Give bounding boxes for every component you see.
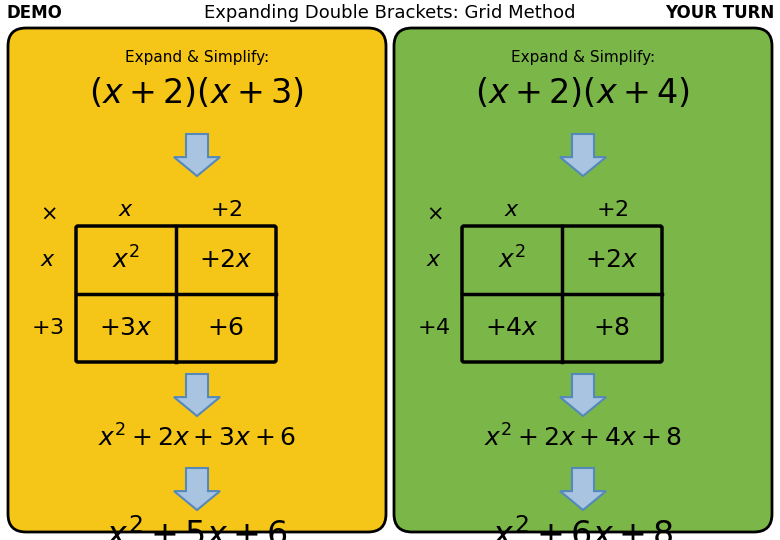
FancyBboxPatch shape [8,28,386,532]
Text: $+ 3x$: $+ 3x$ [99,316,153,340]
Text: $+ 2x$: $+ 2x$ [585,248,639,272]
Text: $x^2 + 6x + 8$: $x^2 + 6x + 8$ [492,518,674,540]
Text: $x$: $x$ [426,250,442,270]
Text: $(x + 2)(x + 3)$: $(x + 2)(x + 3)$ [90,76,304,110]
Text: $+ 2$: $+ 2$ [210,200,243,220]
Text: YOUR TURN: YOUR TURN [665,4,774,22]
Text: $x^2 + 5x + 6$: $x^2 + 5x + 6$ [106,518,288,540]
Text: $+ 4$: $+ 4$ [417,318,451,338]
Text: $+ 4x$: $+ 4x$ [485,316,539,340]
Text: Expand & Simplify:: Expand & Simplify: [125,50,269,65]
FancyBboxPatch shape [76,226,276,362]
Text: $+ 2x$: $+ 2x$ [199,248,253,272]
Text: $x$: $x$ [504,200,520,220]
Text: $\times$: $\times$ [40,204,56,224]
Text: Expanding Double Brackets: Grid Method: Expanding Double Brackets: Grid Method [204,4,576,22]
FancyBboxPatch shape [462,226,662,362]
Text: $+ 2$: $+ 2$ [596,200,628,220]
Text: $x^2$: $x^2$ [498,246,526,274]
FancyBboxPatch shape [394,28,772,532]
Polygon shape [560,374,606,416]
Text: $x^2$: $x^2$ [112,246,140,274]
Polygon shape [174,468,220,510]
Text: $+ 8$: $+ 8$ [594,316,630,340]
Text: $x^2 + 2x + 3x + 6$: $x^2 + 2x + 3x + 6$ [98,424,296,451]
Text: DEMO: DEMO [6,4,62,22]
Polygon shape [560,468,606,510]
Text: $x$: $x$ [40,250,56,270]
Text: Expand & Simplify:: Expand & Simplify: [511,50,655,65]
Text: $+ 6$: $+ 6$ [207,316,245,340]
Text: $(x + 2)(x + 4)$: $(x + 2)(x + 4)$ [476,76,690,110]
Text: $x^2 + 2x + 4x + 8$: $x^2 + 2x + 4x + 8$ [484,424,682,451]
Text: $x$: $x$ [118,200,134,220]
Polygon shape [560,134,606,176]
Polygon shape [174,134,220,176]
Text: $+ 3$: $+ 3$ [31,318,65,338]
Polygon shape [174,374,220,416]
Text: $\times$: $\times$ [426,204,442,224]
